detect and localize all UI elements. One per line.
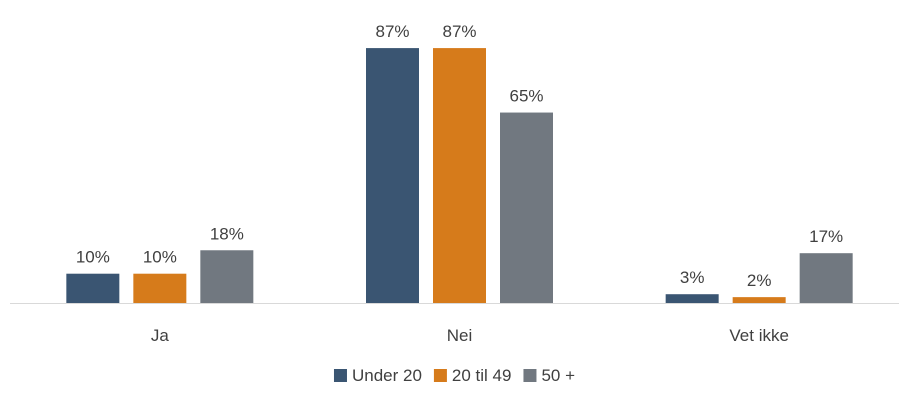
legend-swatch-under-20 [333,369,347,382]
legend-swatch-50 [523,369,537,382]
legend-label-50: 50 + [541,366,575,385]
bar-nei-under-20 [366,48,419,304]
data-label-vet-ikke-20-til-49: 2% [747,271,772,290]
data-label-ja-20-til-49: 10% [143,248,177,267]
bar-nei-50 [500,112,553,303]
bar-ja-under-20 [66,273,120,303]
legend-item-20-til-49: 20 til 49 [433,366,512,385]
bar-nei-20-til-49 [433,48,486,304]
data-label-nei-50: 65% [509,87,543,106]
category-label-nei: Nei [447,326,473,345]
category-label-vet-ikke: Vet ikke [729,326,789,345]
bar-ja-20-til-49 [133,273,187,303]
bar-ja-50 [200,250,254,303]
data-label-vet-ikke-50: 17% [809,227,843,246]
legend: Under 20 20 til 49 50 + [333,366,575,385]
legend-item-under-20: Under 20 [333,366,422,385]
legend-label-20-til-49: 20 til 49 [452,366,512,385]
legend-item-50: 50 + [523,366,575,385]
legend-label-under-20: Under 20 [352,366,422,385]
legend-swatch-20-til-49 [433,369,447,382]
bar-vet-ikke-20-til-49 [732,297,786,303]
bar-vet-ikke-50 [799,253,853,303]
data-label-nei-under-20: 87% [375,22,409,41]
data-label-nei-20-til-49: 87% [442,22,476,41]
bar-vet-ikke-under-20 [665,294,719,303]
data-labels-group: 10% 10% 18% 87% 87% 65% 3% 2% 17% [76,22,843,290]
category-label-ja: Ja [151,326,170,345]
category-labels-group: Ja Nei Vet ikke [151,326,789,345]
data-label-vet-ikke-under-20: 3% [680,268,705,287]
bars-group [66,48,853,304]
data-label-ja-50: 18% [210,224,244,243]
data-label-ja-under-20: 10% [76,248,110,267]
